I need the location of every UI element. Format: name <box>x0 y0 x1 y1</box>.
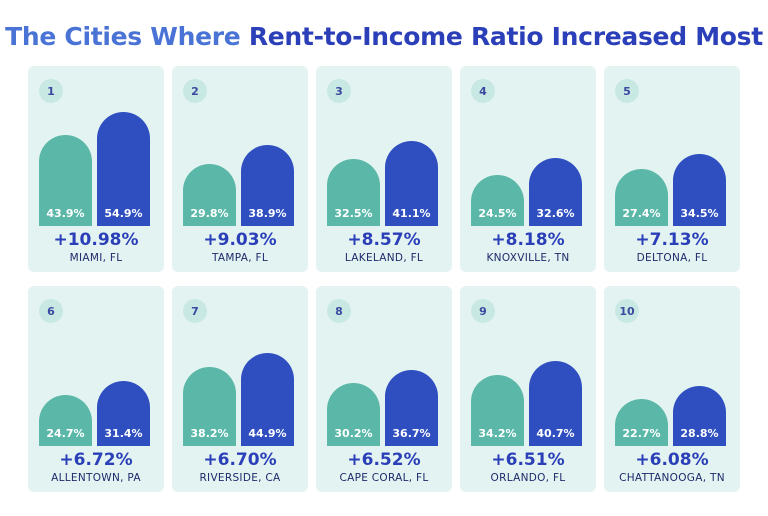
earlier-ratio-bar: 24.7% <box>39 395 92 446</box>
bar-value-label: 38.2% <box>190 427 229 440</box>
bar-value-label: 41.1% <box>392 207 431 220</box>
later-ratio-bar: 38.9% <box>241 145 294 226</box>
bar-value-label: 27.4% <box>622 207 661 220</box>
city-label: LAKELAND, FL <box>344 252 424 264</box>
city-label: RIVERSIDE, CA <box>199 472 281 484</box>
change-value: +10.98% <box>53 230 139 250</box>
rank-badge: 8 <box>327 299 351 323</box>
bar-value-label: 31.4% <box>104 427 143 440</box>
later-ratio-bar: 36.7% <box>385 370 438 446</box>
title-part-2: Rent-to-Income Ratio Increased Most <box>248 22 763 51</box>
bar-value-label: 54.9% <box>104 207 143 220</box>
city-card: 6 24.7% 31.4% +6.72% ALLENTOWN, PA <box>28 286 164 492</box>
city-label: DELTONA, FL <box>636 252 708 264</box>
rank-badge: 3 <box>327 79 351 103</box>
earlier-ratio-bar: 38.2% <box>183 367 236 446</box>
change-value: +9.03% <box>203 230 277 250</box>
earlier-ratio-bar: 22.7% <box>615 399 668 446</box>
bar-value-label: 44.9% <box>248 427 287 440</box>
city-label: KNOXVILLE, TN <box>486 252 570 264</box>
change-value: +7.13% <box>635 230 709 250</box>
earlier-ratio-bar: 34.2% <box>471 375 524 446</box>
city-card: 4 24.5% 32.6% +8.18% KNOXVILLE, TN <box>460 66 596 272</box>
city-card: 7 38.2% 44.9% +6.70% RIVERSIDE, CA <box>172 286 308 492</box>
bar-value-label: 32.6% <box>536 207 575 220</box>
bar-value-label: 32.5% <box>334 207 373 220</box>
change-value: +6.52% <box>347 450 421 470</box>
later-ratio-bar: 34.5% <box>673 154 726 226</box>
change-value: +6.72% <box>59 450 133 470</box>
earlier-ratio-bar: 29.8% <box>183 164 236 226</box>
bar-value-label: 22.7% <box>622 427 661 440</box>
bar-value-label: 28.8% <box>680 427 719 440</box>
rank-badge: 9 <box>471 299 495 323</box>
city-card: 2 29.8% 38.9% +9.03% TAMPA, FL <box>172 66 308 272</box>
bar-value-label: 40.7% <box>536 427 575 440</box>
title-part-1: The Cities Where <box>5 22 241 51</box>
city-card: 3 32.5% 41.1% +8.57% LAKELAND, FL <box>316 66 452 272</box>
city-card: 10 22.7% 28.8% +6.08% CHATTANOOGA, TN <box>604 286 740 492</box>
rank-badge: 6 <box>39 299 63 323</box>
city-card: 1 43.9% 54.9% +10.98% MIAMI, FL <box>28 66 164 272</box>
change-value: +6.08% <box>635 450 709 470</box>
change-value: +6.51% <box>491 450 565 470</box>
city-label: MIAMI, FL <box>69 252 123 264</box>
later-ratio-bar: 54.9% <box>97 112 150 226</box>
bar-value-label: 34.2% <box>478 427 517 440</box>
bar-value-label: 38.9% <box>248 207 287 220</box>
rank-badge: 2 <box>183 79 207 103</box>
later-ratio-bar: 40.7% <box>529 361 582 446</box>
rank-badge: 1 <box>39 79 63 103</box>
earlier-ratio-bar: 43.9% <box>39 135 92 226</box>
city-label: CHATTANOOGA, TN <box>619 472 725 484</box>
city-card: 8 30.2% 36.7% +6.52% CAPE CORAL, FL <box>316 286 452 492</box>
rank-badge: 10 <box>615 299 639 323</box>
city-card: 5 27.4% 34.5% +7.13% DELTONA, FL <box>604 66 740 272</box>
later-ratio-bar: 32.6% <box>529 158 582 226</box>
earlier-ratio-bar: 27.4% <box>615 169 668 226</box>
earlier-ratio-bar: 32.5% <box>327 159 380 226</box>
city-label: CAPE CORAL, FL <box>339 472 429 484</box>
city-label: ORLANDO, FL <box>490 472 566 484</box>
bar-value-label: 43.9% <box>46 207 85 220</box>
bar-value-label: 34.5% <box>680 207 719 220</box>
bar-value-label: 29.8% <box>190 207 229 220</box>
later-ratio-bar: 31.4% <box>97 381 150 446</box>
bar-value-label: 24.5% <box>478 207 517 220</box>
later-ratio-bar: 44.9% <box>241 353 294 446</box>
bar-value-label: 24.7% <box>46 427 85 440</box>
later-ratio-bar: 41.1% <box>385 141 438 226</box>
change-value: +8.57% <box>347 230 421 250</box>
rank-badge: 5 <box>615 79 639 103</box>
rank-badge: 4 <box>471 79 495 103</box>
rank-badge: 7 <box>183 299 207 323</box>
page-title: The Cities Where Rent-to-Income Ratio In… <box>0 22 768 51</box>
city-label: ALLENTOWN, PA <box>51 472 141 484</box>
earlier-ratio-bar: 24.5% <box>471 175 524 226</box>
city-label: TAMPA, FL <box>212 252 268 264</box>
later-ratio-bar: 28.8% <box>673 386 726 446</box>
earlier-ratio-bar: 30.2% <box>327 383 380 446</box>
change-value: +8.18% <box>491 230 565 250</box>
bar-value-label: 30.2% <box>334 427 373 440</box>
bar-value-label: 36.7% <box>392 427 431 440</box>
city-card: 9 34.2% 40.7% +6.51% ORLANDO, FL <box>460 286 596 492</box>
change-value: +6.70% <box>203 450 277 470</box>
city-cards-grid: 1 43.9% 54.9% +10.98% MIAMI, FL 2 29.8% 38.9% +9… <box>28 66 740 498</box>
